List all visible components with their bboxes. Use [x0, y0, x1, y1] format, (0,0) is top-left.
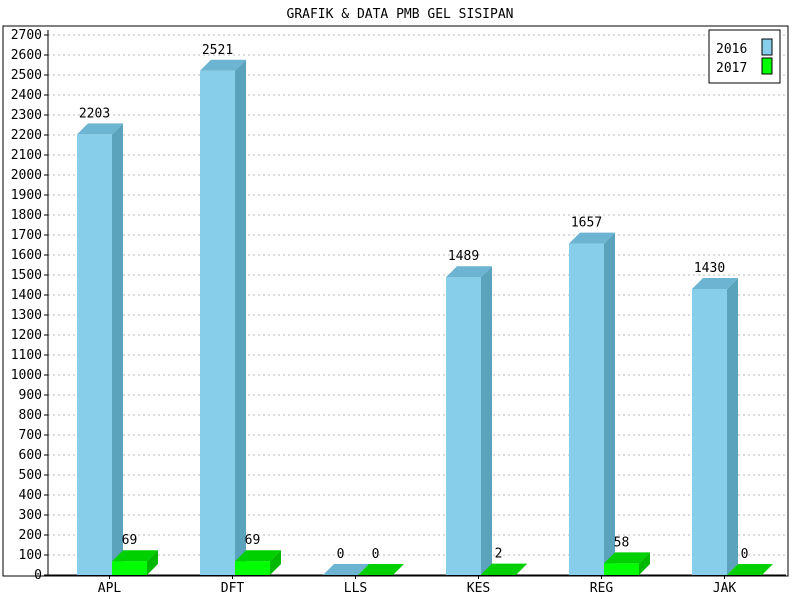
legend-label: 2017	[716, 61, 747, 76]
y-tick-label: 1000	[11, 368, 42, 383]
bar-2016-front	[692, 289, 727, 575]
y-tick-label: 900	[19, 388, 42, 403]
data-label-2016: 1430	[694, 261, 725, 276]
x-tick-label: KES	[467, 581, 490, 596]
y-tick-label: 800	[19, 408, 42, 423]
legend-swatch	[761, 57, 773, 75]
bar-2016-side	[112, 123, 123, 576]
bar-2016-top	[446, 266, 492, 278]
bar-2017-top	[358, 564, 404, 575]
bar-2017-top	[112, 550, 158, 562]
bar-2016-top	[569, 232, 615, 244]
y-tick-label: 0	[34, 568, 42, 583]
data-label-2017: 0	[741, 547, 749, 562]
y-tick-label: 100	[19, 548, 42, 563]
bar-2017-side	[147, 550, 158, 575]
y-tick-label: 2600	[11, 48, 42, 63]
data-label-2016: 2203	[79, 106, 110, 121]
y-tick-label: 1500	[11, 268, 42, 283]
y-tick-label: 1900	[11, 188, 42, 203]
bar-2016-top	[200, 59, 246, 71]
y-tick-label: 2500	[11, 68, 42, 83]
bar-2017-front	[235, 561, 270, 575]
y-tick-label: 400	[19, 488, 42, 503]
y-tick-label: 2400	[11, 88, 42, 103]
data-label-2017: 69	[245, 533, 261, 548]
bar-2017-top	[235, 550, 281, 562]
y-tick-label: 1200	[11, 328, 42, 343]
y-tick-label: 700	[19, 428, 42, 443]
bar-2017-top	[481, 563, 527, 575]
y-tick-label: 500	[19, 468, 42, 483]
y-tick-label: 2300	[11, 108, 42, 123]
data-label-2017: 58	[614, 535, 630, 550]
y-tick-label: 300	[19, 508, 42, 523]
data-labels: 2203 69 2521 69 0 0 1489 2 1657 58 1430 0	[79, 43, 749, 562]
data-label-2016: 1489	[448, 249, 479, 264]
data-label-2016: 1657	[571, 216, 602, 231]
grid-lines	[48, 34, 786, 556]
data-label-2016: 2521	[202, 43, 233, 58]
y-tick-label: 600	[19, 448, 42, 463]
bar-2017-front	[604, 563, 639, 575]
axes	[2, 25, 789, 577]
bar-2017-side	[639, 552, 650, 575]
bar-2017-top	[604, 552, 650, 564]
legend-swatch	[761, 38, 773, 56]
x-axis-ticks: APL DFT LLS KES REG JAK	[98, 575, 737, 596]
y-tick-label: 2000	[11, 168, 42, 183]
bar-2016-top	[323, 564, 369, 575]
y-tick-label: 2700	[11, 28, 42, 43]
x-tick-label: REG	[590, 581, 614, 596]
y-tick-label: 1400	[11, 288, 42, 303]
y-axis-ticks: 0 100 200 300 400 500 600 700 800 900 1000 1100 1200…	[11, 28, 48, 583]
y-tick-label: 1100	[11, 348, 42, 363]
y-tick-label: 2100	[11, 148, 42, 163]
x-tick-label: DFT	[221, 581, 245, 596]
y-tick-label: 1700	[11, 228, 42, 243]
bar-2016-side	[481, 266, 492, 575]
x-tick-label: LLS	[344, 581, 367, 596]
bar-2016-side	[727, 278, 738, 575]
bar-2016-front	[446, 277, 481, 575]
bar-2016-top	[77, 123, 123, 135]
chart-title: GRAFIK & DATA PMB GEL SISIPAN	[287, 7, 514, 22]
y-tick-label: 2200	[11, 128, 42, 143]
y-tick-label: 1600	[11, 248, 42, 263]
bars	[77, 59, 773, 576]
y-tick-label: 1300	[11, 308, 42, 323]
bar-2016-side	[604, 232, 615, 575]
bar-2016-front	[77, 134, 112, 575]
plot-frame	[2, 25, 789, 577]
bar-2017-front	[112, 561, 147, 575]
legend: 2016 2017	[708, 29, 781, 84]
data-label-2016: 0	[337, 547, 345, 562]
bar-2016-top	[692, 278, 738, 289]
bar-2016-front	[569, 243, 604, 575]
bar-2017-top	[727, 564, 773, 575]
bar-2016-side	[235, 59, 246, 576]
x-tick-label: JAK	[713, 581, 737, 596]
y-tick-label: 1800	[11, 208, 42, 223]
bar-2017-side	[516, 563, 527, 575]
bar-2016-front	[200, 70, 235, 576]
data-label-2017: 0	[372, 547, 380, 562]
data-label-2017: 69	[122, 533, 138, 548]
x-tick-label: APL	[98, 581, 122, 596]
legend-label: 2016	[716, 42, 747, 57]
bar-2017-side	[270, 550, 281, 575]
y-tick-label: 200	[19, 528, 42, 543]
data-label-2017: 2	[495, 547, 503, 562]
